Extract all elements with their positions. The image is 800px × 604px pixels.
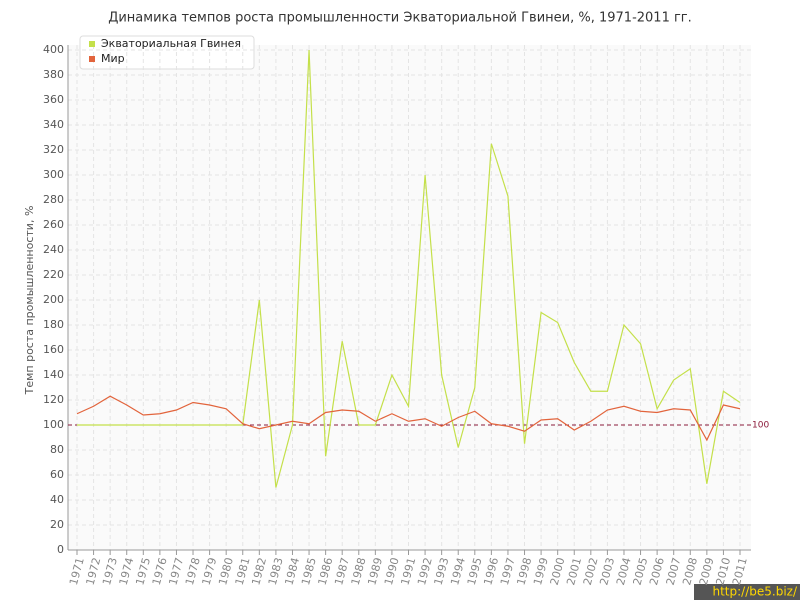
- reference-label: 100: [752, 421, 769, 431]
- y-tick-label: 40: [50, 493, 64, 506]
- y-tick-label: 100: [43, 418, 64, 431]
- y-tick-label: 400: [43, 43, 64, 56]
- watermark-bg: [694, 584, 800, 600]
- y-tick-label: 220: [43, 268, 64, 281]
- y-tick-label: 380: [43, 68, 64, 81]
- y-tick-label: 320: [43, 143, 64, 156]
- series-line: [76, 395, 741, 442]
- y-tick-label: 360: [43, 93, 64, 106]
- legend-label: Экваториальная Гвинея: [101, 37, 241, 50]
- y-tick-label: 280: [43, 193, 64, 206]
- y-tick-label: 180: [43, 318, 64, 331]
- y-tick-label: 20: [50, 518, 64, 531]
- chart-title: Динамика темпов роста промышленности Экв…: [108, 11, 692, 26]
- y-tick-label: 160: [43, 343, 64, 356]
- legend-swatch: [89, 56, 95, 62]
- legend-swatch: [89, 41, 95, 47]
- y-tick-label: 340: [43, 118, 64, 131]
- y-tick-label: 260: [43, 218, 64, 231]
- y-tick-label: 120: [43, 393, 64, 406]
- plot-area: [68, 45, 751, 550]
- y-tick-label: 0: [57, 543, 64, 556]
- legend-box: [79, 35, 255, 70]
- legend-label: Мир: [101, 52, 125, 65]
- y-tick-label: 60: [50, 468, 64, 481]
- x-tick-label: 2011: [730, 556, 750, 586]
- y-tick-label: 140: [43, 368, 64, 381]
- y-tick-label: 300: [43, 168, 64, 181]
- y-tick-label: 200: [43, 293, 64, 306]
- y-tick-label: 80: [50, 443, 64, 456]
- y-axis-label: Темп роста промышленности, %: [23, 206, 36, 396]
- y-tick-label: 240: [43, 243, 64, 256]
- series-line: [77, 49, 741, 488]
- watermark: http://be5.biz/: [712, 585, 797, 599]
